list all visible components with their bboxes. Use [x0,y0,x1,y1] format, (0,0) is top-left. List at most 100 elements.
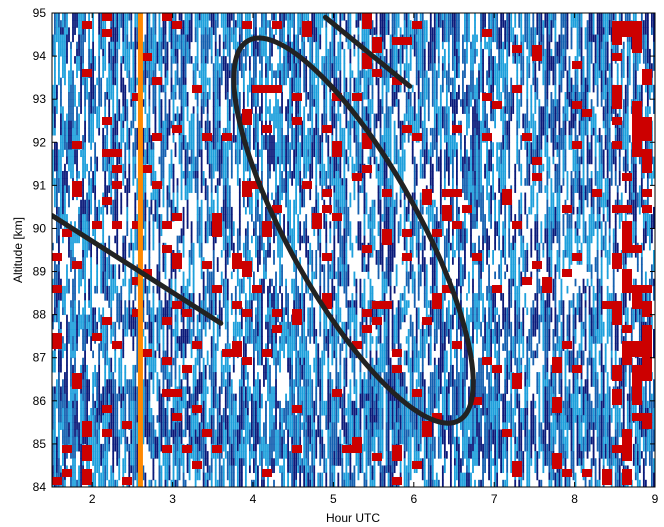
data-cell [508,48,511,57]
data-cell [291,84,293,93]
data-cell [126,120,129,129]
data-cell [84,149,86,158]
data-cell [584,92,587,100]
data-cell [357,156,360,165]
data-cell [317,135,320,143]
data-cell [405,70,408,79]
data-cell [478,70,480,79]
data-cell [134,127,137,136]
data-cell [70,149,72,158]
data-cell [343,63,346,71]
data-cell [293,63,296,71]
data-cell [646,99,649,107]
data-cell [184,135,187,143]
data-cell [68,27,70,35]
data-cell [299,178,302,186]
data-cell [62,27,64,35]
data-cell [500,106,503,114]
data-cell [110,185,113,193]
data-cell [242,156,245,165]
data-cell [206,20,209,28]
data-cell [596,41,599,50]
data-cell [146,20,149,28]
data-cell [502,135,505,143]
data-cell [329,163,332,172]
data-cell [192,70,195,79]
data-cell [210,48,213,57]
data-cell [508,27,511,35]
data-cell [562,34,565,43]
data-cell [132,163,135,172]
data-cell [263,27,265,35]
data-cell [604,48,607,57]
data-cell [333,178,336,186]
data-cell [313,92,316,100]
data-cell [337,48,340,57]
data-cell [60,92,62,100]
data-cell [116,34,119,43]
data-cell [632,70,635,79]
data-cell [200,127,203,136]
data-cell [307,149,310,158]
data-cell [458,48,460,57]
data-cell [144,135,147,143]
data-cell [413,27,416,35]
data-cell [588,149,591,158]
data-cell [560,48,563,57]
data-cell [325,27,328,35]
data-cell [66,113,68,122]
data-cell [146,135,149,143]
data-cell [508,99,511,107]
data-cell [162,56,165,64]
data-cell [293,41,296,50]
data-cell [122,171,125,179]
data-cell [347,41,350,50]
data-cell [104,178,107,186]
data-cell [596,27,599,35]
data-cell [295,106,298,114]
data-cell [72,99,74,107]
data-cell [114,113,117,122]
data-cell [542,63,545,71]
data-cell [558,77,561,86]
data-cell [136,142,139,150]
data-cell [502,106,505,114]
data-cell [584,127,587,136]
data-cell [472,48,474,57]
data-cell [216,156,219,165]
data-cell [560,34,563,43]
data-cell [608,178,611,186]
data-cell [618,178,621,186]
data-cell [365,70,368,79]
data-cell [558,120,561,129]
data-cell [62,41,64,50]
data-cell [293,77,296,86]
data-cell [574,156,577,165]
data-cell [528,56,531,64]
data-cell [652,27,655,35]
data-cell [530,92,533,100]
data-cell [417,63,420,71]
data-cell [626,41,629,50]
data-cell [612,156,615,165]
data-cell [122,92,125,100]
data-cell [351,120,354,129]
data-cell [576,171,579,179]
data-cell [307,135,310,143]
data-cell [387,120,390,129]
data-cell [578,41,581,50]
data-cell [236,20,239,28]
data-cell [407,70,410,79]
data-cell [108,77,111,86]
data-cell [178,149,181,158]
data-cell [176,34,179,43]
data-cell [415,13,418,21]
data-cell [255,99,257,107]
data-cell [544,56,547,64]
data-cell [528,149,531,158]
data-cell [586,92,589,100]
data-cell [212,149,215,158]
data-cell [64,41,66,50]
data-cell [68,70,70,79]
data-cell [604,84,607,93]
